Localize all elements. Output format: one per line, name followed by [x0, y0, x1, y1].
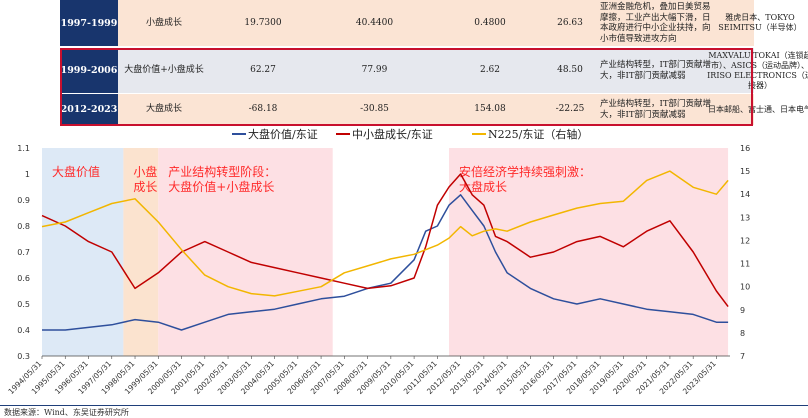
right-tick-label: 16 [740, 144, 750, 153]
right-tick-label: 10 [740, 283, 750, 292]
period-cell: 1997-1999 [60, 0, 118, 46]
table-row: 1999-2006 大盘价值+小盘成长 62.27 77.99 2.62 48.… [60, 48, 808, 93]
band-label: 小盘 [133, 164, 157, 179]
series-line [41, 170, 729, 297]
left-tick-label: 0.7 [17, 248, 30, 257]
left-tick-label: 0.5 [17, 300, 30, 309]
right-tick-label: 9 [740, 306, 745, 315]
value-cell: -30.85 [360, 104, 389, 114]
value-cell: 0.4800 [474, 17, 506, 28]
left-tick-label: 1.1 [17, 144, 30, 153]
series-line [42, 194, 729, 331]
right-tick-label: 11 [740, 260, 750, 269]
legend-label: N225/东证（右轴） [488, 127, 588, 141]
left-tick-label: 0.9 [17, 196, 30, 205]
band-label: 成长 [133, 180, 157, 194]
series-line [41, 173, 729, 308]
description-cell: 产业结构转型，IT部门贡献增大，非IT部门贡献减弱 [600, 60, 712, 81]
style-cell: 大盘价值+小盘成长 [124, 65, 204, 75]
left-tick-label: 0.8 [17, 222, 30, 231]
period-cell: 1999-2006 [60, 48, 118, 93]
right-tick-label: 14 [740, 190, 750, 199]
left-tick-label: 0.6 [17, 274, 30, 283]
period-cell: 2012-2023 [60, 94, 118, 125]
right-tick-label: 13 [740, 213, 750, 222]
description-cell: 亚洲金融危机，叠加日美贸易摩擦，工业产出大幅下滑，日本政府进行中小企业扶持，向小… [600, 2, 711, 44]
band-label: 大盘价值 [52, 164, 100, 179]
band-label: 安倍经济学持续强刺激： [459, 164, 591, 179]
value-cell: 77.99 [361, 65, 388, 75]
right-tick-label: 7 [740, 352, 745, 361]
legend-label: 中小盘成长/东证 [352, 127, 433, 141]
right-tick-label: 12 [740, 236, 750, 245]
left-tick-label: 1 [25, 170, 30, 179]
shaded-band [158, 148, 333, 356]
value-cell: 154.08 [474, 104, 506, 114]
style-cell: 大盘成长 [145, 104, 182, 114]
value-cell: 19.7300 [244, 17, 282, 28]
band-label: 产业结构转型阶段： [168, 164, 276, 179]
band-label: 大盘成长 [459, 179, 507, 194]
footer: 数据来源：Wind、东吴证券研究所 [0, 405, 808, 417]
right-tick-label: 15 [740, 167, 750, 176]
value-cell: 40.4400 [355, 17, 394, 28]
stocks-cell: 雅虎日本、TOKYO SEIMITSU（半导体） [718, 13, 802, 32]
left-tick-label: 0.3 [17, 352, 30, 361]
right-tick-label: 8 [740, 329, 745, 338]
shaded-band [42, 148, 124, 356]
left-tick-label: 0.4 [17, 326, 30, 335]
description-cell: 产业结构转型，IT部门贡献增大，非IT部门贡献减弱 [600, 99, 712, 120]
value-cell: -22.25 [555, 104, 585, 114]
band-label: 大盘价值+小盘成长 [168, 179, 274, 194]
value-cell: 2.62 [479, 65, 501, 75]
value-cell: -68.18 [248, 104, 278, 114]
value-cell: 62.27 [250, 65, 276, 75]
value-cell: 26.63 [557, 17, 583, 28]
value-cell: 48.50 [557, 65, 583, 75]
table-row: 1997-1999 小盘成长 19.7300 40.4400 0.4800 26… [60, 0, 802, 46]
legend-label: 大盘价值/东证 [248, 127, 318, 141]
stocks-cell: 日本邮船、富士通、日本电气 [708, 104, 808, 114]
table-row: 2012-2023 大盘成长 -68.18 -30.85 154.08 -22.… [60, 94, 808, 125]
stocks-cell: MAXVALU TOKAI（连锁超市）、ASICS（运动品牌）、IRISO EL… [707, 50, 808, 90]
source-note: 数据来源：Wind、东吴证券研究所 [4, 408, 129, 417]
style-cell: 小盘成长 [145, 17, 182, 28]
